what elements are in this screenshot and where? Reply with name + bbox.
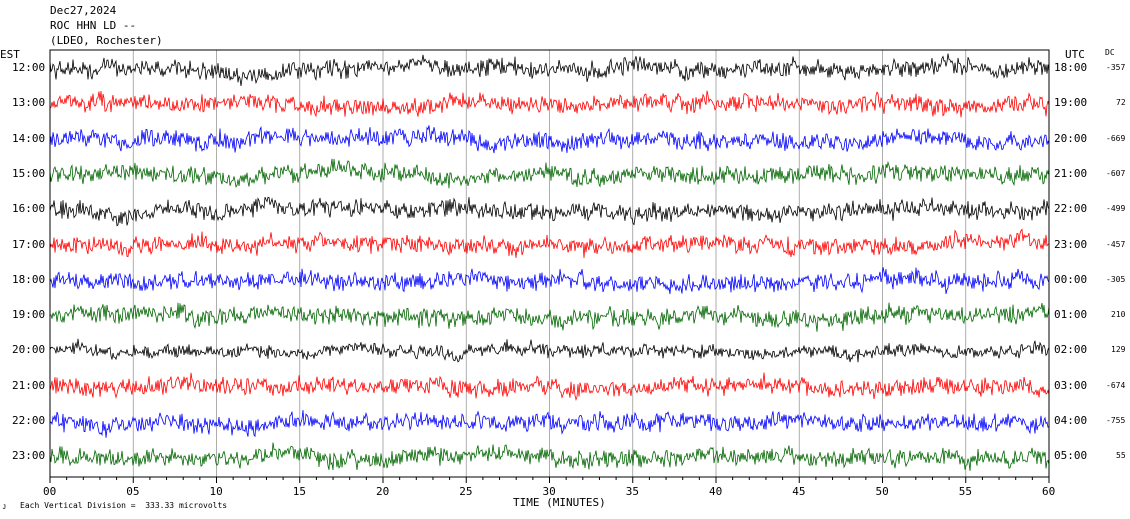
dc-offset-label: -669 (1106, 133, 1126, 143)
trace-line (49, 53, 1050, 87)
trace-line (49, 302, 1050, 332)
trace-line (49, 442, 1050, 471)
trace-line (49, 410, 1050, 438)
x-tick-label: 35 (625, 485, 639, 498)
x-tick-label: 05 (126, 485, 140, 498)
chart-date: Dec27,2024 (50, 4, 117, 17)
utc-time-label: 21:00 (1054, 166, 1088, 180)
x-tick-label: 25 (459, 485, 473, 498)
utc-time-label: 23:00 (1054, 237, 1088, 251)
trace-line (49, 267, 1050, 295)
x-tick-label: 20 (376, 485, 390, 498)
est-time-label: 21:00 (12, 378, 46, 392)
x-tick-label: 45 (792, 485, 806, 498)
utc-time-label: 02:00 (1054, 343, 1088, 357)
trace-line (49, 228, 1050, 259)
corner-mark: ᴊ (2, 502, 7, 511)
dc-offset-label: 72 (1116, 98, 1126, 108)
plot-grid (132, 50, 967, 477)
trace-line (49, 372, 1050, 402)
x-axis-label: TIME (MINUTES) (513, 496, 606, 509)
est-time-label: 18:00 (12, 272, 46, 286)
est-time-label: 13:00 (12, 96, 46, 110)
trace-line (49, 338, 1050, 363)
seismic-traces (49, 53, 1050, 471)
left-timezone-label: EST (0, 48, 20, 61)
scale-note: Each Vertical Division = 333.33 microvol… (20, 501, 228, 510)
dc-offset-label: -755 (1106, 416, 1126, 425)
x-tick-label: 00 (43, 485, 57, 498)
dc-offset-label: -305 (1106, 274, 1126, 284)
est-time-label: 19:00 (12, 308, 46, 322)
x-tick-label: 15 (292, 485, 306, 498)
x-tick-label: 10 (209, 485, 223, 498)
dc-offset-label: 55 (1116, 451, 1126, 461)
x-tick-label: 50 (875, 485, 889, 498)
dc-offset-label: -457 (1106, 239, 1126, 249)
est-time-label: 16:00 (12, 202, 46, 216)
dc-offset-label: -674 (1106, 380, 1126, 390)
x-tick-label: 55 (958, 485, 972, 498)
dc-offset-label: -357 (1106, 63, 1126, 72)
est-time-label: 20:00 (12, 343, 46, 357)
chart-network: (LDEO, Rochester) (50, 34, 163, 47)
utc-time-label: 18:00 (1054, 61, 1088, 74)
x-ticks (49, 477, 1050, 483)
utc-time-label: 03:00 (1054, 378, 1088, 392)
utc-time-label: 01:00 (1054, 308, 1088, 322)
dc-offset-label: -607 (1106, 168, 1126, 178)
utc-time-label: 19:00 (1054, 96, 1088, 110)
est-time-label: 17:00 (12, 237, 46, 251)
chart-station: ROC HHN LD -- (50, 19, 137, 32)
dc-offset-label: 210 (1111, 310, 1126, 320)
utc-time-label: 22:00 (1054, 202, 1088, 216)
utc-time-label: 20:00 (1054, 131, 1088, 145)
trace-line (49, 90, 1050, 118)
trace-line (49, 196, 1050, 227)
dc-offset-label: 129 (1111, 345, 1126, 355)
right-timezone-label: UTC (1065, 48, 1085, 61)
est-time-label: 23:00 (12, 449, 46, 463)
utc-time-label: 00:00 (1054, 272, 1088, 286)
est-time-label: 12:00 (12, 61, 46, 74)
est-time-label: 14:00 (12, 131, 46, 145)
dc-offset-label: -499 (1106, 204, 1126, 214)
x-tick-label: 40 (709, 485, 723, 498)
trace-line (49, 158, 1050, 189)
trace-line (49, 125, 1050, 154)
x-tick-label: 30 (542, 485, 556, 498)
utc-time-label: 05:00 (1054, 449, 1088, 463)
dc-header: DC (1105, 48, 1115, 57)
est-time-label: 15:00 (12, 166, 46, 180)
x-tick-label: 60 (1042, 485, 1056, 498)
utc-time-label: 04:00 (1054, 414, 1088, 427)
est-time-label: 22:00 (12, 414, 46, 427)
